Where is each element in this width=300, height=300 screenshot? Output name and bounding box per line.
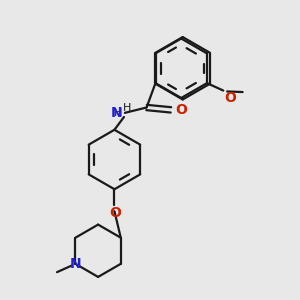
Text: O: O	[110, 206, 121, 220]
Text: N: N	[70, 257, 81, 271]
Text: O: O	[175, 103, 187, 117]
Text: O: O	[224, 91, 236, 105]
Text: H: H	[113, 108, 122, 118]
Text: N: N	[110, 106, 122, 120]
Text: H: H	[123, 103, 132, 113]
